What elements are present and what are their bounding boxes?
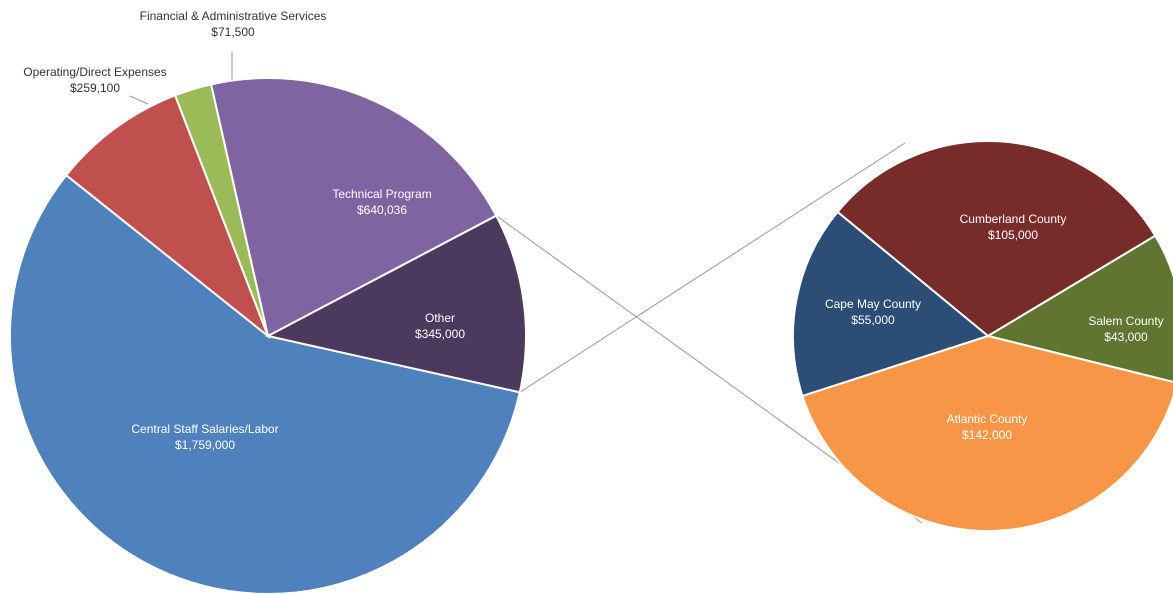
secondary-label-cumberland-county-name: Cumberland County <box>960 212 1067 226</box>
main-label-technical-program-name: Technical Program <box>332 187 431 201</box>
main-label-operating-direct-expenses-name: Operating/Direct Expenses <box>23 65 166 79</box>
main-label-operating-direct-expenses-value: $259,100 <box>70 81 120 95</box>
main-label-other-value: $345,000 <box>415 327 465 341</box>
secondary-label-atlantic-county-name: Atlantic County <box>947 412 1028 426</box>
secondary-label-cape-may-county: Cape May County $55,000 <box>825 297 921 327</box>
main-label-central-staff-salaries-labor-value: $1,759,000 <box>175 438 235 452</box>
secondary-label-cape-may-county-value: $55,000 <box>851 313 895 327</box>
main-slice-technical-program <box>209 77 498 338</box>
main-slice-other <box>265 214 527 394</box>
secondary-label-atlantic-county: Atlantic County $142,000 <box>947 412 1028 442</box>
main-pie <box>9 77 527 594</box>
main-label-central-staff-salaries-labor: Central Staff Salaries/Labor $1,759,000 <box>131 422 278 452</box>
slice-labels: Central Staff Salaries/Labor $1,759,000 Op… <box>23 9 1163 452</box>
main-label-financial-and-administrative-services-name: Financial & Administrative Services <box>140 9 327 23</box>
secondary-label-salem-county-name: Salem County <box>1088 314 1163 328</box>
secondary-slice-cumberland-county <box>836 140 1157 338</box>
connector-line-top <box>519 142 906 393</box>
main-label-financial-and-administrative-services-value: $71,500 <box>211 25 255 39</box>
main-label-other-name: Other <box>425 311 455 325</box>
secondary-label-cape-may-county-name: Cape May County <box>825 297 921 311</box>
main-label-other: Other $345,000 <box>415 311 465 341</box>
main-label-operating-direct-expenses: Operating/Direct Expenses $259,100 <box>23 65 166 95</box>
main-label-financial-and-administrative-services: Financial & Administrative Services $71,5… <box>140 9 327 39</box>
secondary-slice-cape-may-county <box>792 210 991 398</box>
leader-line-operating <box>129 95 149 105</box>
main-label-technical-program-value: $640,036 <box>357 203 407 217</box>
main-slice-operating-direct-expenses <box>64 94 271 340</box>
main-slice-central-staff-salaries-labor <box>9 173 521 594</box>
main-label-technical-program: Technical Program $640,036 <box>332 187 431 217</box>
secondary-label-cumberland-county: Cumberland County $105,000 <box>960 212 1067 242</box>
secondary-label-cumberland-county-value: $105,000 <box>988 228 1038 242</box>
secondary-label-atlantic-county-value: $142,000 <box>962 428 1012 442</box>
secondary-pie <box>792 140 1173 532</box>
secondary-label-salem-county-value: $43,000 <box>1104 330 1148 344</box>
secondary-slice-atlantic-county <box>801 334 1173 532</box>
secondary-slice-salem-county <box>985 234 1173 383</box>
secondary-label-salem-county: Salem County $43,000 <box>1088 314 1163 344</box>
main-label-central-staff-salaries-labor-name: Central Staff Salaries/Labor <box>131 422 278 436</box>
